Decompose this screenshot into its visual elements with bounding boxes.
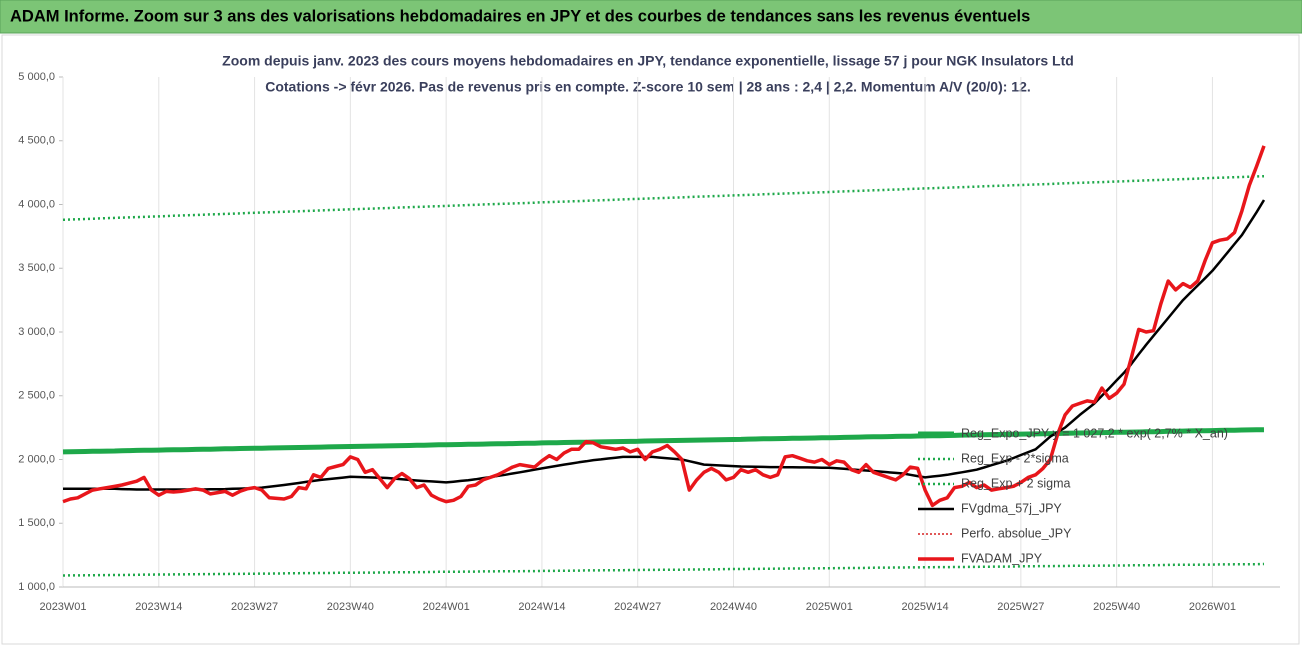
series-line xyxy=(62,427,1265,455)
x-tick-label: 2024W14 xyxy=(518,601,565,613)
chart-title: Zoom depuis janv. 2023 des cours moyens … xyxy=(222,53,1074,69)
x-tick-label: 2024W27 xyxy=(614,601,661,613)
x-tick-label: 2023W27 xyxy=(231,601,278,613)
x-tick-label: 2023W01 xyxy=(39,601,86,613)
y-tick-label: 3 000,0 xyxy=(18,326,55,338)
y-tick-label: 3 500,0 xyxy=(18,262,55,274)
x-tick-label: 2023W40 xyxy=(327,601,374,613)
header-bar xyxy=(0,0,1302,34)
x-tick-label: 2025W14 xyxy=(902,601,949,613)
y-tick-label: 4 000,0 xyxy=(18,198,55,210)
x-tick-label: 2025W27 xyxy=(997,601,1044,613)
y-tick-label: 4 500,0 xyxy=(18,135,55,147)
series-line xyxy=(62,145,1266,508)
legend-label: Reg_Exp - 2*sigma xyxy=(961,451,1069,465)
legend-label: FVgdma_57j_JPY xyxy=(961,501,1062,515)
series-line xyxy=(62,562,1265,577)
x-tick-label: 2026W01 xyxy=(1189,601,1236,613)
legend-label: Reg_Exp + 2 sigma xyxy=(961,476,1070,490)
x-tick-label: 2025W01 xyxy=(806,601,853,613)
y-tick-label: 5 000,0 xyxy=(18,71,55,83)
x-tick-label: 2024W01 xyxy=(423,601,470,613)
chart-frame xyxy=(1,34,1300,645)
series-line xyxy=(62,174,1265,222)
series-line xyxy=(63,199,1266,491)
header-title: ADAM Informe. Zoom sur 3 ans des valoris… xyxy=(10,7,1030,25)
x-tick-label: 2023W14 xyxy=(135,601,182,613)
legend-label: Reg_Expo_JPY y = 1 027,2 * exp( 2,7% * X… xyxy=(961,426,1228,440)
x-tick-label: 2024W40 xyxy=(710,601,757,613)
chart-subtitle: Cotations -> févr 2026. Pas de revenus p… xyxy=(265,79,1031,95)
legend-label: Perfo. absolue_JPY xyxy=(961,526,1072,540)
y-tick-label: 2 500,0 xyxy=(18,390,55,402)
legend-label: FVADAM_JPY xyxy=(961,551,1043,565)
y-tick-label: 1 000,0 xyxy=(18,581,55,593)
y-tick-label: 2 000,0 xyxy=(18,453,55,465)
x-tick-label: 2025W40 xyxy=(1093,601,1140,613)
y-tick-label: 1 500,0 xyxy=(18,517,55,529)
